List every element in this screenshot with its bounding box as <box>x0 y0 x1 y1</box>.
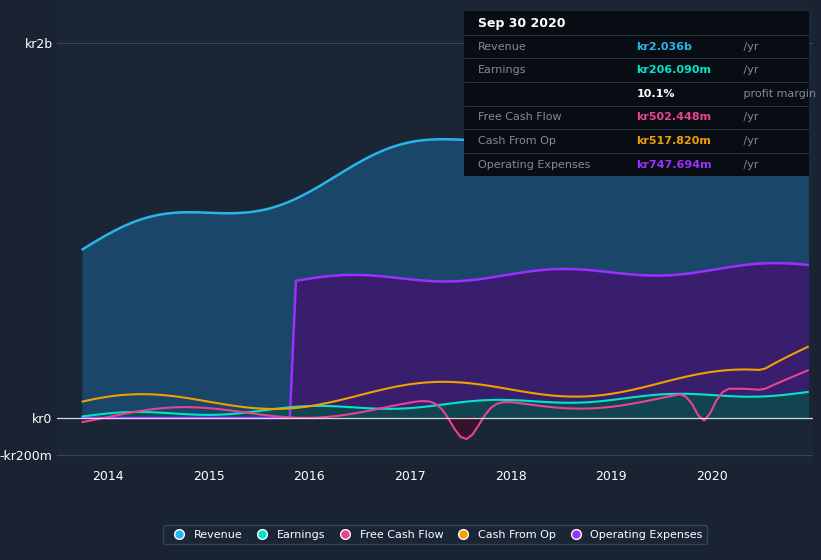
Text: profit margin: profit margin <box>740 89 816 99</box>
Text: /yr: /yr <box>740 41 759 52</box>
Text: kr206.090m: kr206.090m <box>636 65 711 75</box>
Text: Free Cash Flow: Free Cash Flow <box>478 113 562 123</box>
Text: kr517.820m: kr517.820m <box>636 136 711 146</box>
Text: kr747.694m: kr747.694m <box>636 160 712 170</box>
Text: Cash From Op: Cash From Op <box>478 136 556 146</box>
Text: Sep 30 2020: Sep 30 2020 <box>478 16 565 30</box>
Text: /yr: /yr <box>740 136 759 146</box>
Text: 10.1%: 10.1% <box>636 89 675 99</box>
Text: Earnings: Earnings <box>478 65 526 75</box>
Text: Operating Expenses: Operating Expenses <box>478 160 590 170</box>
Text: /yr: /yr <box>740 160 759 170</box>
Text: /yr: /yr <box>740 65 759 75</box>
Text: /yr: /yr <box>740 113 759 123</box>
Text: kr502.448m: kr502.448m <box>636 113 712 123</box>
Text: Revenue: Revenue <box>478 41 526 52</box>
Legend: Revenue, Earnings, Free Cash Flow, Cash From Op, Operating Expenses: Revenue, Earnings, Free Cash Flow, Cash … <box>163 525 707 544</box>
Text: kr2.036b: kr2.036b <box>636 41 692 52</box>
